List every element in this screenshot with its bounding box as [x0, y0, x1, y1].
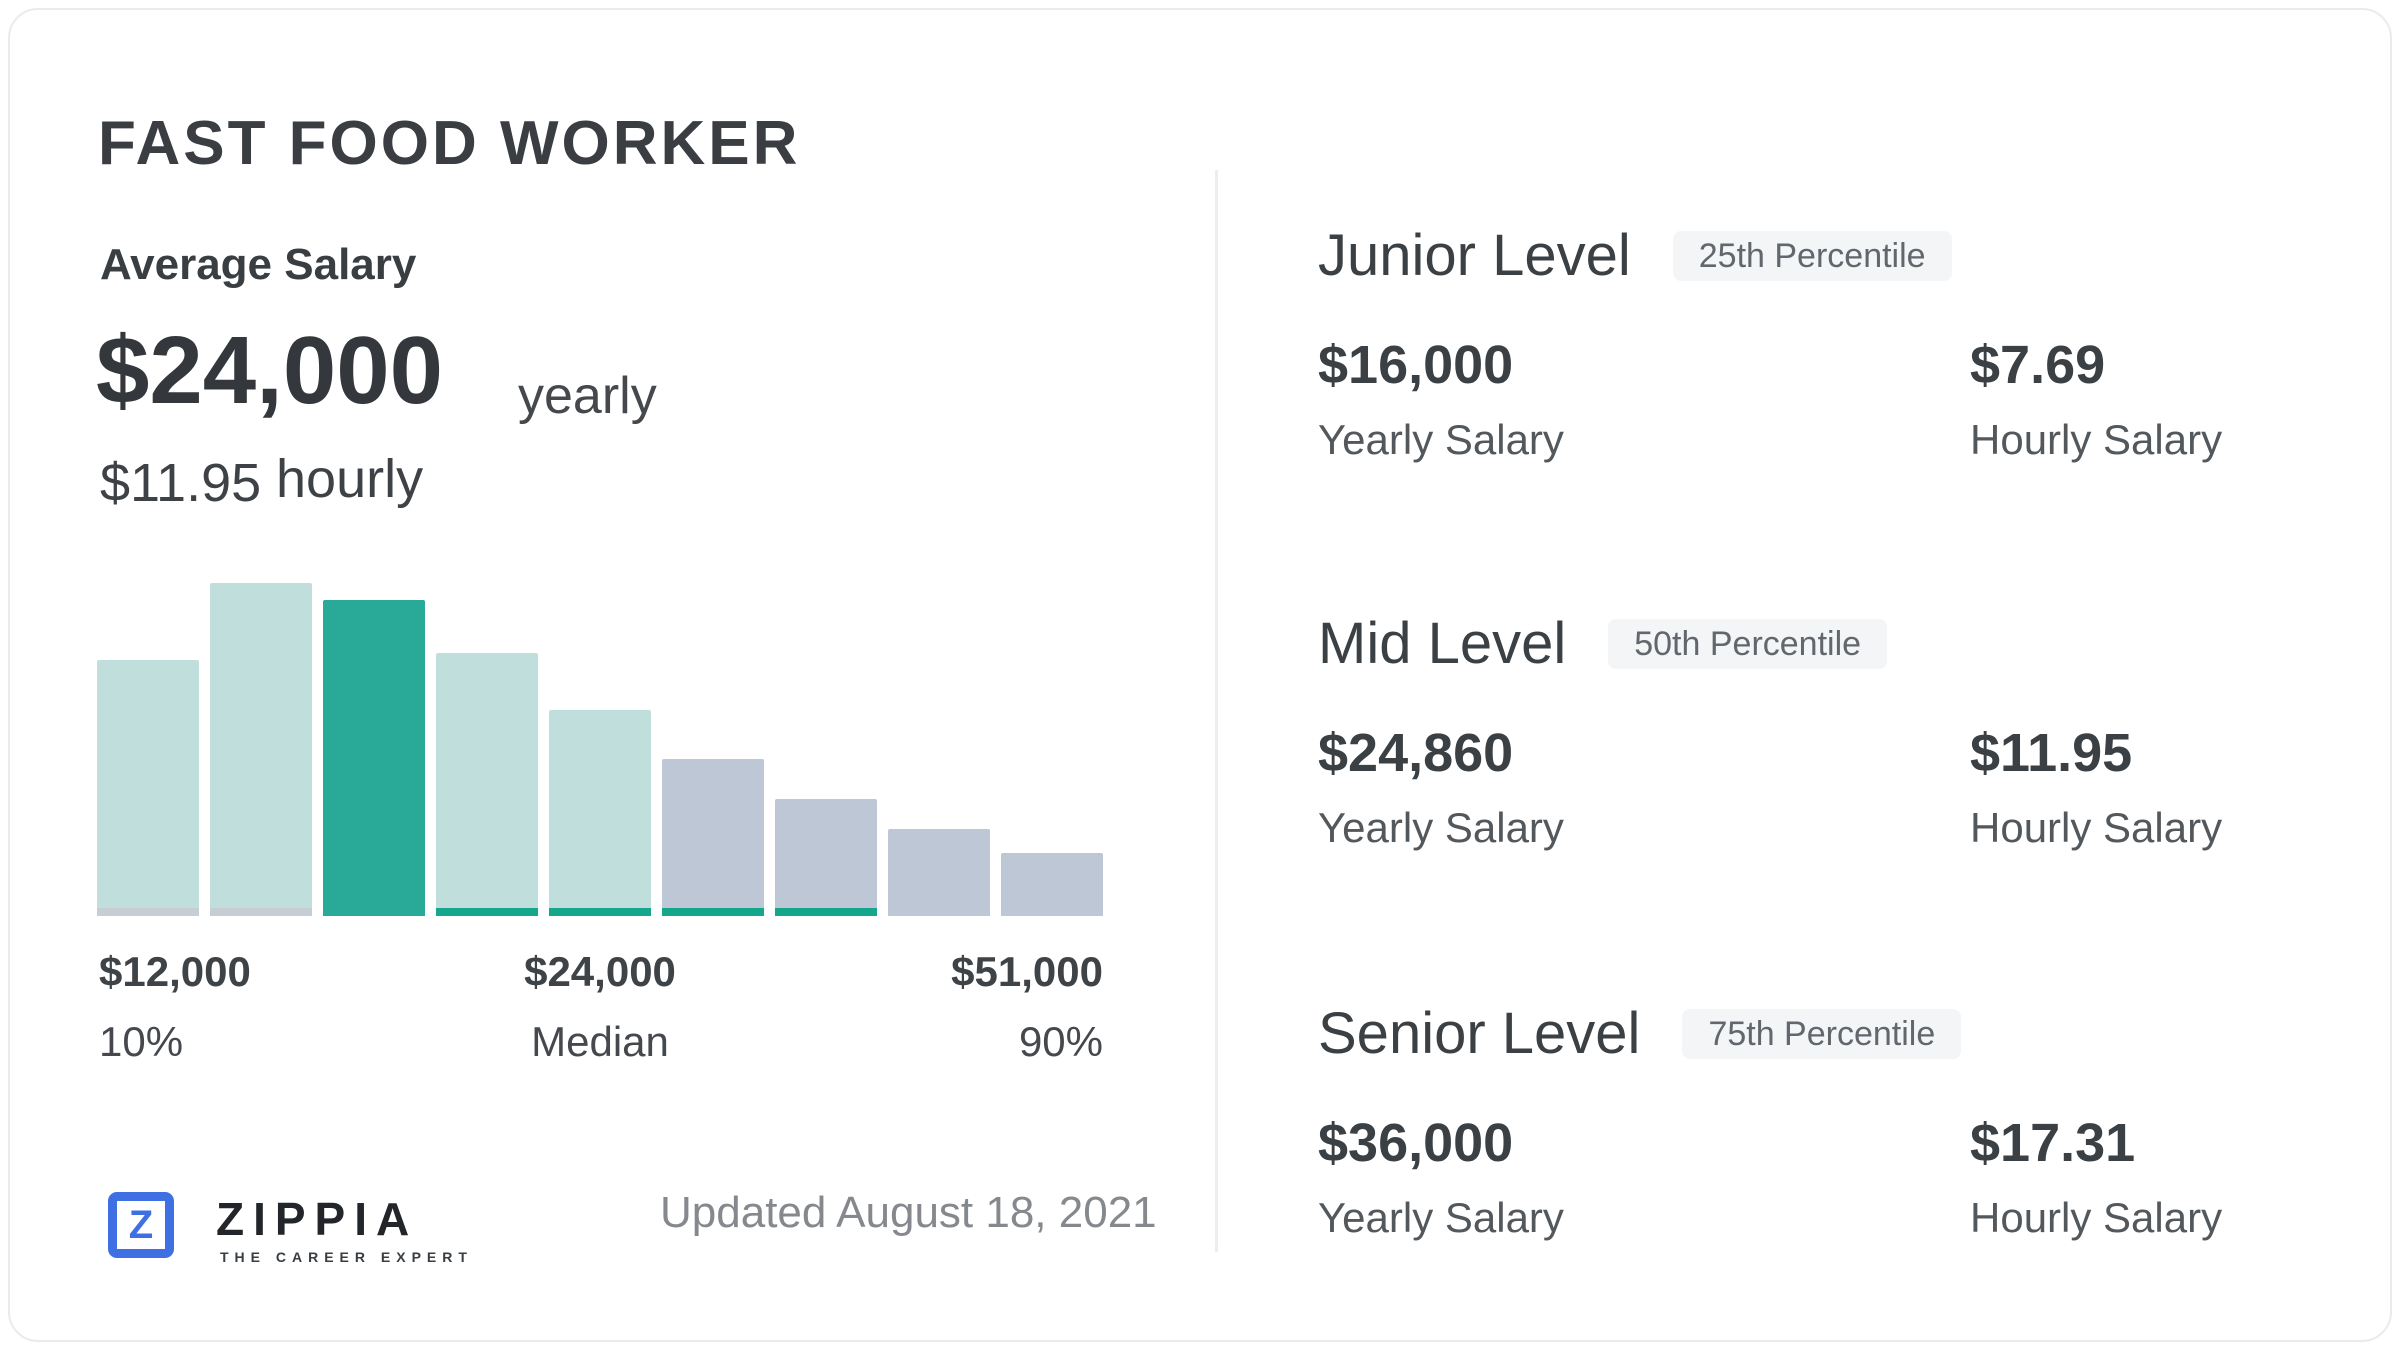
- junior-level-section: Junior Level 25th Percentile $16,000 $7.…: [1318, 222, 2278, 522]
- junior-hourly-label: Hourly Salary: [1970, 416, 2223, 463]
- junior-level-header: Junior Level 25th Percentile: [1318, 222, 1952, 289]
- mid-hourly-label: Hourly Salary: [1970, 804, 2223, 851]
- updated-date-text: Updated August 18, 2021: [660, 1188, 1157, 1237]
- mid-hourly-value: $11.95: [1970, 723, 2133, 783]
- senior-percentile-badge: 75th Percentile: [1682, 1008, 1962, 1059]
- histogram-bar: [210, 583, 312, 916]
- marker-10th-amount: $12,000: [99, 948, 251, 995]
- average-salary-label: Average Salary: [100, 240, 417, 289]
- histogram: [97, 583, 1103, 916]
- histogram-bar: [323, 600, 425, 916]
- hourly-unit-label: hourly: [276, 449, 424, 509]
- junior-percentile-badge: 25th Percentile: [1672, 230, 1952, 281]
- junior-level-title: Junior Level: [1318, 223, 1631, 288]
- marker-median-amount: $24,000: [524, 948, 676, 995]
- junior-yearly-value: $16,000: [1318, 335, 1514, 395]
- histogram-bar: [888, 829, 990, 916]
- yearly-unit-label: yearly: [518, 367, 657, 425]
- junior-hourly-value: $7.69: [1970, 335, 2106, 395]
- histogram-bar: [97, 660, 199, 916]
- marker-90th-label: 90%: [1018, 1018, 1103, 1065]
- histogram-bar: [436, 653, 538, 916]
- junior-yearly-label: Yearly Salary: [1318, 416, 1564, 463]
- mid-level-title: Mid Level: [1318, 611, 1567, 676]
- mid-level-section: Mid Level 50th Percentile $24,860 $11.95…: [1318, 610, 2278, 910]
- senior-level-title: Senior Level: [1318, 1001, 1641, 1066]
- vertical-divider: [1215, 170, 1218, 1252]
- mid-yearly-value: $24,860: [1318, 723, 1514, 783]
- senior-level-header: Senior Level 75th Percentile: [1318, 1000, 1962, 1067]
- histogram-bar: [662, 759, 764, 916]
- mid-level-header: Mid Level 50th Percentile: [1318, 610, 1888, 677]
- senior-hourly-label: Hourly Salary: [1970, 1194, 2223, 1241]
- histogram-bar: [549, 710, 651, 916]
- marker-median-label: Median: [531, 1018, 669, 1065]
- senior-level-section: Senior Level 75th Percentile $36,000 $17…: [1318, 1000, 2278, 1300]
- senior-yearly-label: Yearly Salary: [1318, 1194, 1564, 1241]
- average-yearly-salary-value: $24,000: [96, 317, 444, 424]
- marker-90th-amount: $51,000: [951, 948, 1103, 995]
- page-title: FAST FOOD WORKER: [98, 109, 801, 178]
- mid-percentile-badge: 50th Percentile: [1608, 618, 1888, 669]
- histogram-bar: [1001, 853, 1103, 916]
- zippia-tagline: THE CAREER EXPERT: [220, 1249, 473, 1265]
- marker-10th-label: 10%: [99, 1018, 184, 1065]
- zippia-wordmark: ZIPPIA: [216, 1193, 419, 1245]
- histogram-bar: [775, 799, 877, 916]
- senior-hourly-value: $17.31: [1970, 1113, 2136, 1173]
- senior-yearly-value: $36,000: [1318, 1113, 1514, 1173]
- mid-yearly-label: Yearly Salary: [1318, 804, 1564, 851]
- zippia-logo-letter: Z: [128, 1202, 154, 1247]
- zippia-logo-icon: Z: [108, 1192, 174, 1258]
- average-hourly-salary-value: $11.95: [100, 453, 262, 513]
